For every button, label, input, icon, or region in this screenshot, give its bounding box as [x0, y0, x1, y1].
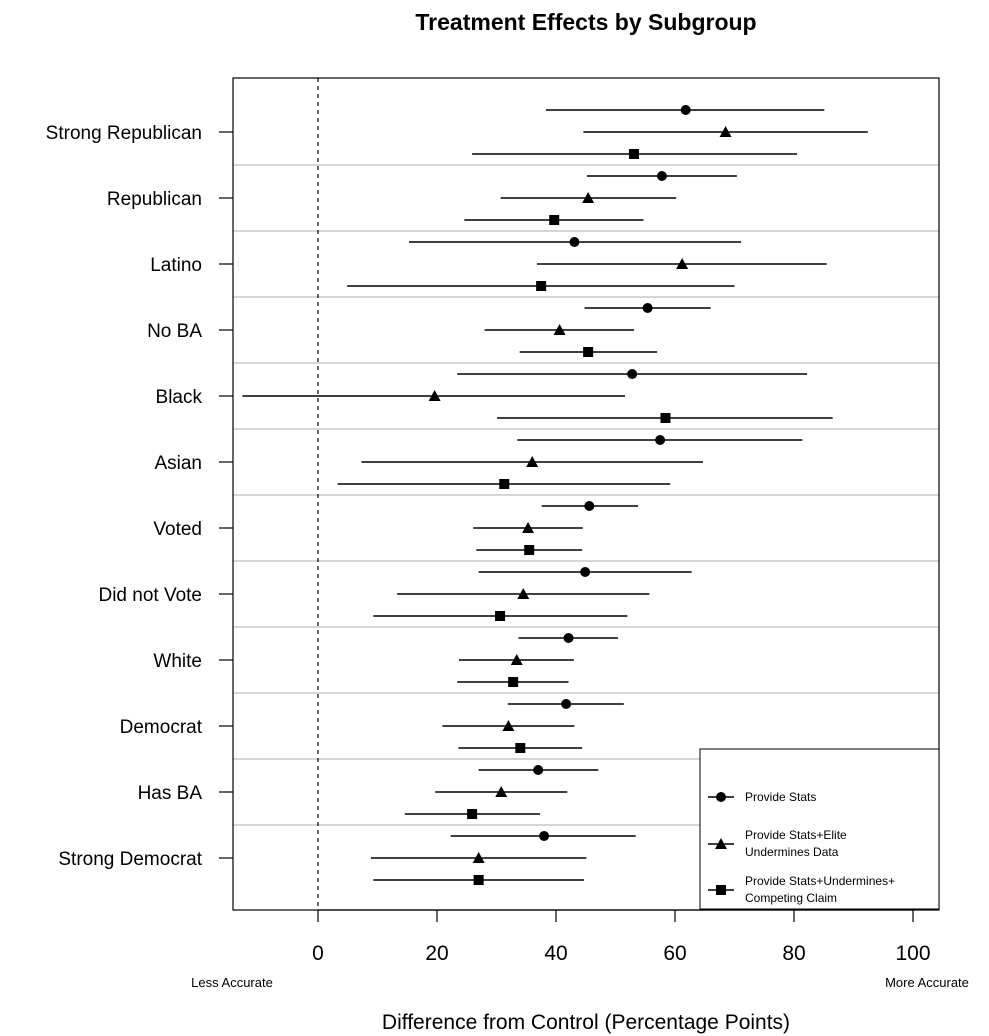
point-estimate-triangle [526, 456, 539, 467]
point-estimate-triangle [522, 522, 535, 533]
point-estimate-square [628, 149, 639, 159]
point-estimate-square [583, 347, 594, 357]
point-estimate-circle [642, 303, 653, 313]
point-estimate-square [660, 413, 671, 423]
point-estimate-circle [655, 435, 666, 445]
point-estimate-circle [680, 105, 691, 115]
point-estimate-triangle [676, 258, 689, 269]
point-estimate-square [536, 281, 547, 291]
point-estimate-triangle [719, 126, 732, 137]
chart-title: Treatment Effects by Subgroup [415, 9, 756, 35]
x-tick-label: 100 [895, 942, 930, 965]
point-estimate-triangle [472, 852, 485, 863]
point-estimate-square [549, 215, 560, 225]
x-tick-label: 80 [782, 942, 805, 965]
point-estimate-triangle [517, 588, 530, 599]
point-estimate-circle [539, 831, 550, 841]
y-tick-label: Has BA [138, 783, 203, 804]
y-tick-label: No BA [147, 321, 202, 342]
point-estimate-circle [533, 765, 544, 775]
point-estimate-circle [580, 567, 591, 577]
legend-label: Undermines Data [745, 845, 839, 859]
y-tick-label: Black [156, 387, 203, 408]
x-axis-title: Difference from Control (Percentage Poin… [382, 1011, 790, 1034]
point-estimate-circle [569, 237, 580, 247]
y-tick-label: Latino [150, 255, 202, 276]
legend-label: Provide Stats+Elite [745, 828, 847, 842]
point-estimate-triangle [510, 654, 523, 665]
point-estimate-circle [656, 171, 667, 181]
point-estimate-square [495, 611, 506, 621]
legend-triangle-marker [715, 838, 727, 849]
point-estimate-circle [627, 369, 638, 379]
more-accurate-note: More Accurate [885, 975, 969, 990]
legend-label: Provide Stats [745, 790, 816, 804]
x-tick-label: 40 [544, 942, 567, 965]
y-tick-label: Asian [154, 453, 202, 474]
y-tick-label: Did not Vote [98, 585, 202, 606]
point-estimate-triangle [495, 786, 508, 797]
y-tick-label: Voted [153, 519, 202, 540]
x-tick-label: 20 [425, 942, 448, 965]
point-estimate-circle [584, 501, 595, 511]
confidence-intervals [242, 109, 868, 881]
legend-label: Competing Claim [745, 891, 837, 905]
point-estimate-square [499, 479, 510, 489]
y-tick-label: Democrat [120, 717, 203, 738]
legend-label: Provide Stats+Undermines+ [745, 874, 895, 888]
plot-area [232, 77, 940, 911]
point-estimate-circle [563, 633, 574, 643]
legend-box [699, 748, 940, 910]
point-estimate-circle [561, 699, 572, 709]
point-estimates [428, 105, 732, 885]
point-estimate-triangle [428, 390, 441, 401]
point-estimate-triangle [582, 192, 595, 203]
point-estimate-square [508, 677, 519, 687]
point-estimate-square [515, 743, 526, 753]
point-estimate-triangle [502, 720, 515, 731]
legend-square-marker [716, 885, 726, 895]
point-estimate-square [467, 809, 478, 819]
point-estimate-square [524, 545, 535, 555]
point-estimate-triangle [553, 324, 566, 335]
x-axis: 0 20 40 60 80 100 [312, 909, 931, 965]
x-tick-label: 60 [663, 942, 686, 965]
y-tick-label: White [153, 651, 202, 672]
y-tick-label: Strong Republican [46, 123, 202, 144]
legend: Provide Stats Provide Stats+Elite Undermin… [699, 748, 940, 910]
y-axis: Strong Republican Republican Latino No BA Bl… [46, 123, 233, 870]
y-tick-label: Republican [107, 189, 202, 210]
legend-circle-marker [716, 792, 726, 802]
y-tick-label: Strong Democrat [58, 849, 202, 870]
less-accurate-note: Less Accurate [191, 975, 273, 990]
point-estimate-square [473, 875, 484, 885]
x-tick-label: 0 [312, 942, 324, 965]
